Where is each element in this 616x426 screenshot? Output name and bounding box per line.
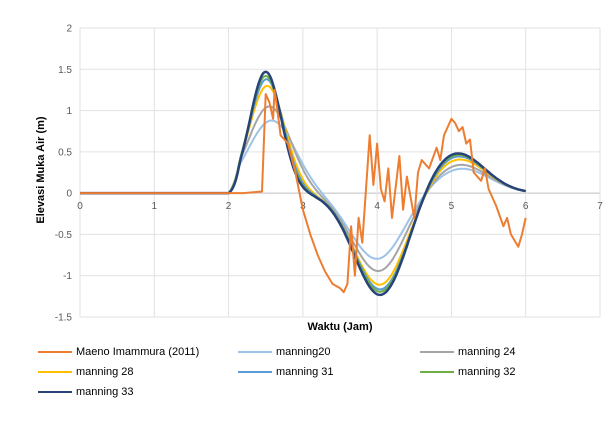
legend-label: manning 33 xyxy=(76,386,134,398)
y-tick-label: 0 xyxy=(66,189,72,200)
legend-swatch xyxy=(38,390,72,394)
legend-item: manning20 xyxy=(238,346,330,358)
legend-label: manning 32 xyxy=(458,366,516,378)
y-tick-label: -0.5 xyxy=(55,230,73,241)
series-lines xyxy=(80,70,527,297)
legend-label: manning 31 xyxy=(276,366,334,378)
legend-label: manning20 xyxy=(276,346,331,358)
legend-swatch xyxy=(420,350,454,354)
legend-swatch xyxy=(238,350,272,354)
x-tick-label: 0 xyxy=(77,201,83,212)
y-tick-label: 1.5 xyxy=(58,65,72,76)
legend-label: manning 28 xyxy=(76,366,134,378)
y-tick-label: -1.5 xyxy=(55,313,73,324)
x-tick-label: 4 xyxy=(374,201,380,212)
legend-label: manning 24 xyxy=(458,346,516,358)
legend-item: manning 33 xyxy=(38,386,134,398)
legend-item: manning 32 xyxy=(420,366,516,378)
y-axis-title: Elevasi Muka Air (m) xyxy=(35,116,47,224)
legend-swatch xyxy=(38,370,72,374)
x-tick-label: 7 xyxy=(597,201,603,212)
gridlines xyxy=(79,27,601,318)
legend-item: manning 24 xyxy=(420,346,516,358)
legend-item: manning 28 xyxy=(38,366,134,378)
y-tick-label: 2 xyxy=(66,24,72,35)
legend-item: manning 31 xyxy=(238,366,334,378)
x-tick-label: 5 xyxy=(449,201,455,212)
legend-label: Maeno Imammura (2011) xyxy=(76,346,200,358)
y-tick-label: 1 xyxy=(66,106,72,117)
legend-swatch xyxy=(420,370,454,374)
legend-swatch xyxy=(38,350,72,354)
series-line-maeno-imammura-2011 xyxy=(80,88,527,294)
y-tick-labels: 2 1.5 1 0.5 0 -0.5 -1 -1.5 xyxy=(55,24,73,324)
x-tick-label: 1 xyxy=(152,201,158,212)
legend-item: Maeno Imammura (2011) xyxy=(38,346,199,358)
x-tick-label: 2 xyxy=(226,201,232,212)
y-tick-label: -1 xyxy=(63,271,72,282)
x-tick-label: 6 xyxy=(523,201,529,212)
y-tick-label: 0.5 xyxy=(58,147,72,158)
legend-swatch xyxy=(238,370,272,374)
x-axis-title: Waktu (Jam) xyxy=(308,321,373,333)
